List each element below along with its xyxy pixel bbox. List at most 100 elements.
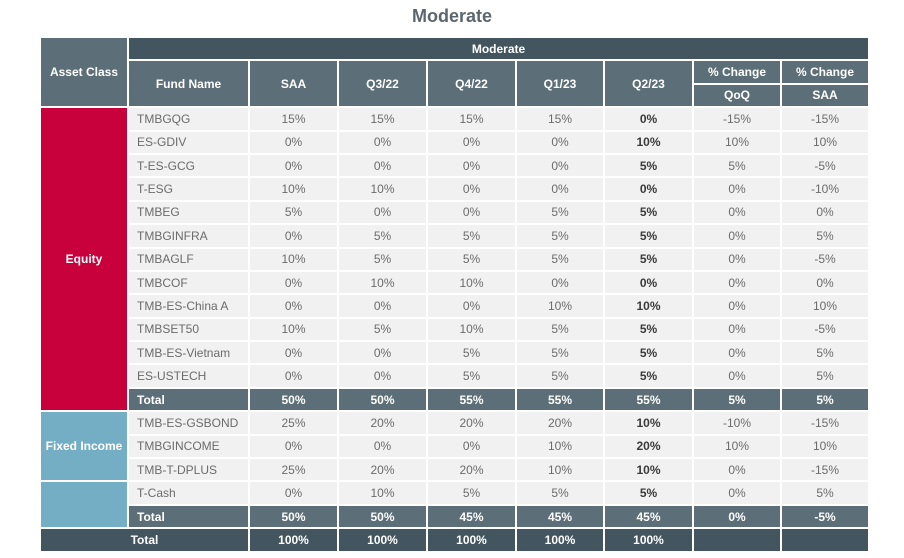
value-cell: 5% xyxy=(780,340,870,366)
value-cell: 0% xyxy=(692,269,782,296)
value-cell: 5% xyxy=(692,386,782,413)
value-cell: -5% xyxy=(780,316,870,343)
value-cell: 10% xyxy=(515,457,605,483)
value-cell: 100% xyxy=(426,527,517,553)
value-cell: -15% xyxy=(692,106,782,132)
allocation-table-body: Equity TMBGQG 15% 15% 15% 15% 0% -15% -15% ES-GDI… xyxy=(39,106,870,553)
fund-name-cell: ES-GDIV xyxy=(127,129,250,155)
fund-name-cell: TMBEG xyxy=(127,199,250,226)
value-cell: 0% xyxy=(248,269,339,296)
value-cell: 5% xyxy=(692,152,782,179)
value-cell: 5% xyxy=(337,246,428,272)
value-cell: 0% xyxy=(692,246,782,272)
value-cell: 0% xyxy=(337,433,428,460)
table-row: TMBAGLF 10% 5% 5% 5% 5% 0% -5% xyxy=(40,246,870,272)
value-cell: 10% xyxy=(248,176,339,202)
value-cell: 0% xyxy=(337,293,428,319)
grand-total-label: Total xyxy=(39,527,250,553)
value-cell: 100% xyxy=(248,527,339,553)
table-row: T-Cash 0% 10% 5% 5% 5% 0% 5% xyxy=(39,480,870,530)
value-cell: 10% xyxy=(248,246,339,272)
value-cell: 25% xyxy=(248,457,339,483)
value-cell: 0% xyxy=(780,199,870,226)
value-cell: 5% xyxy=(426,480,517,506)
fund-name-cell: TMB-ES-Vietnam xyxy=(127,340,250,366)
value-cell: 0% xyxy=(692,363,782,389)
value-cell: 20% xyxy=(515,410,605,436)
value-cell: 5% xyxy=(515,316,605,343)
value-cell: 50% xyxy=(337,503,428,530)
value-cell: 50% xyxy=(337,386,428,413)
table-row: ES-GDIV 0% 0% 0% 0% 10% 10% 10% xyxy=(40,129,870,155)
value-cell: 10% xyxy=(248,316,339,343)
fund-name-cell: Total xyxy=(127,503,250,530)
value-cell: 100% xyxy=(515,527,605,553)
value-cell: 0% xyxy=(603,269,694,296)
value-cell: 15% xyxy=(426,106,517,132)
value-cell: 0% xyxy=(426,199,517,226)
value-cell: 0% xyxy=(337,363,428,389)
fund-name-cell: Total xyxy=(127,386,250,413)
value-cell: 5% xyxy=(515,340,605,366)
header-change-saa-line1: % Change xyxy=(780,59,870,85)
asset-class-fixed-income: Fixed Income xyxy=(39,410,129,483)
value-cell: 5% xyxy=(515,363,605,389)
value-cell: 10% xyxy=(426,269,517,296)
value-cell: 5% xyxy=(780,223,870,249)
value-cell: 0% xyxy=(603,106,694,132)
allocation-table: Asset Class Moderate Fund Name SAA Q3/22… xyxy=(39,35,870,553)
value-cell: 0% xyxy=(515,129,605,155)
header-fund-name: Fund Name xyxy=(127,59,250,109)
value-cell: 10% xyxy=(337,176,428,202)
header-change-qoq-line2: QoQ xyxy=(692,82,782,109)
fund-name-cell: T-ESG xyxy=(127,176,250,202)
value-cell: 10% xyxy=(337,269,428,296)
fund-name-cell: TMBAGLF xyxy=(127,246,250,272)
value-cell: 5% xyxy=(337,316,428,343)
value-cell: 10% xyxy=(603,129,694,155)
value-cell: -10% xyxy=(692,410,782,436)
value-cell: 5% xyxy=(603,246,694,272)
fund-name-cell: TMBCOF xyxy=(127,269,250,296)
value-cell: 5% xyxy=(603,340,694,366)
asset-class-equity: Equity xyxy=(39,106,129,413)
value-cell: 10% xyxy=(780,129,870,155)
fund-name-cell: TMB-T-DPLUS xyxy=(127,457,250,483)
value-cell: 5% xyxy=(426,363,517,389)
value-cell: 10% xyxy=(780,433,870,460)
value-cell: 0% xyxy=(426,152,517,179)
header-q4-22: Q4/22 xyxy=(426,59,517,109)
value-cell: 20% xyxy=(337,410,428,436)
value-cell: 0% xyxy=(692,223,782,249)
value-cell: 5% xyxy=(515,199,605,226)
value-cell: 0% xyxy=(603,176,694,202)
fund-name-cell: TMBGINCOME xyxy=(127,433,250,460)
value-cell: -5% xyxy=(780,503,870,530)
value-cell: 0% xyxy=(248,223,339,249)
table-row: Equity TMBGQG 15% 15% 15% 15% 0% -15% -15% xyxy=(39,106,870,413)
value-cell: 15% xyxy=(337,106,428,132)
value-cell: 10% xyxy=(515,433,605,460)
value-cell: 0% xyxy=(692,480,782,506)
asset-class-cash xyxy=(39,480,129,530)
header-saa: SAA xyxy=(248,59,339,109)
value-cell: 5% xyxy=(780,480,870,506)
value-cell: 20% xyxy=(603,433,694,460)
value-cell: 0% xyxy=(248,480,339,506)
fund-name-cell: TMB-ES-China A xyxy=(127,293,250,319)
equity-total-row: Total 50% 50% 55% 55% 55% 5% 5% xyxy=(40,386,870,413)
value-cell: 20% xyxy=(426,457,517,483)
value-cell: 0% xyxy=(337,340,428,366)
value-cell: 5% xyxy=(603,152,694,179)
fund-name-cell: TMBSET50 xyxy=(127,316,250,343)
fund-name-cell: T-Cash xyxy=(127,480,250,506)
value-cell: 55% xyxy=(426,386,517,413)
value-cell: 10% xyxy=(426,316,517,343)
value-cell: 0% xyxy=(248,363,339,389)
value-cell: 0% xyxy=(426,293,517,319)
value-cell: -10% xyxy=(780,176,870,202)
value-cell: 25% xyxy=(248,410,339,436)
value-cell: 5% xyxy=(426,223,517,249)
table-row: ES-USTECH 0% 0% 5% 5% 5% 0% 5% xyxy=(40,363,870,389)
value-cell: 0% xyxy=(692,293,782,319)
